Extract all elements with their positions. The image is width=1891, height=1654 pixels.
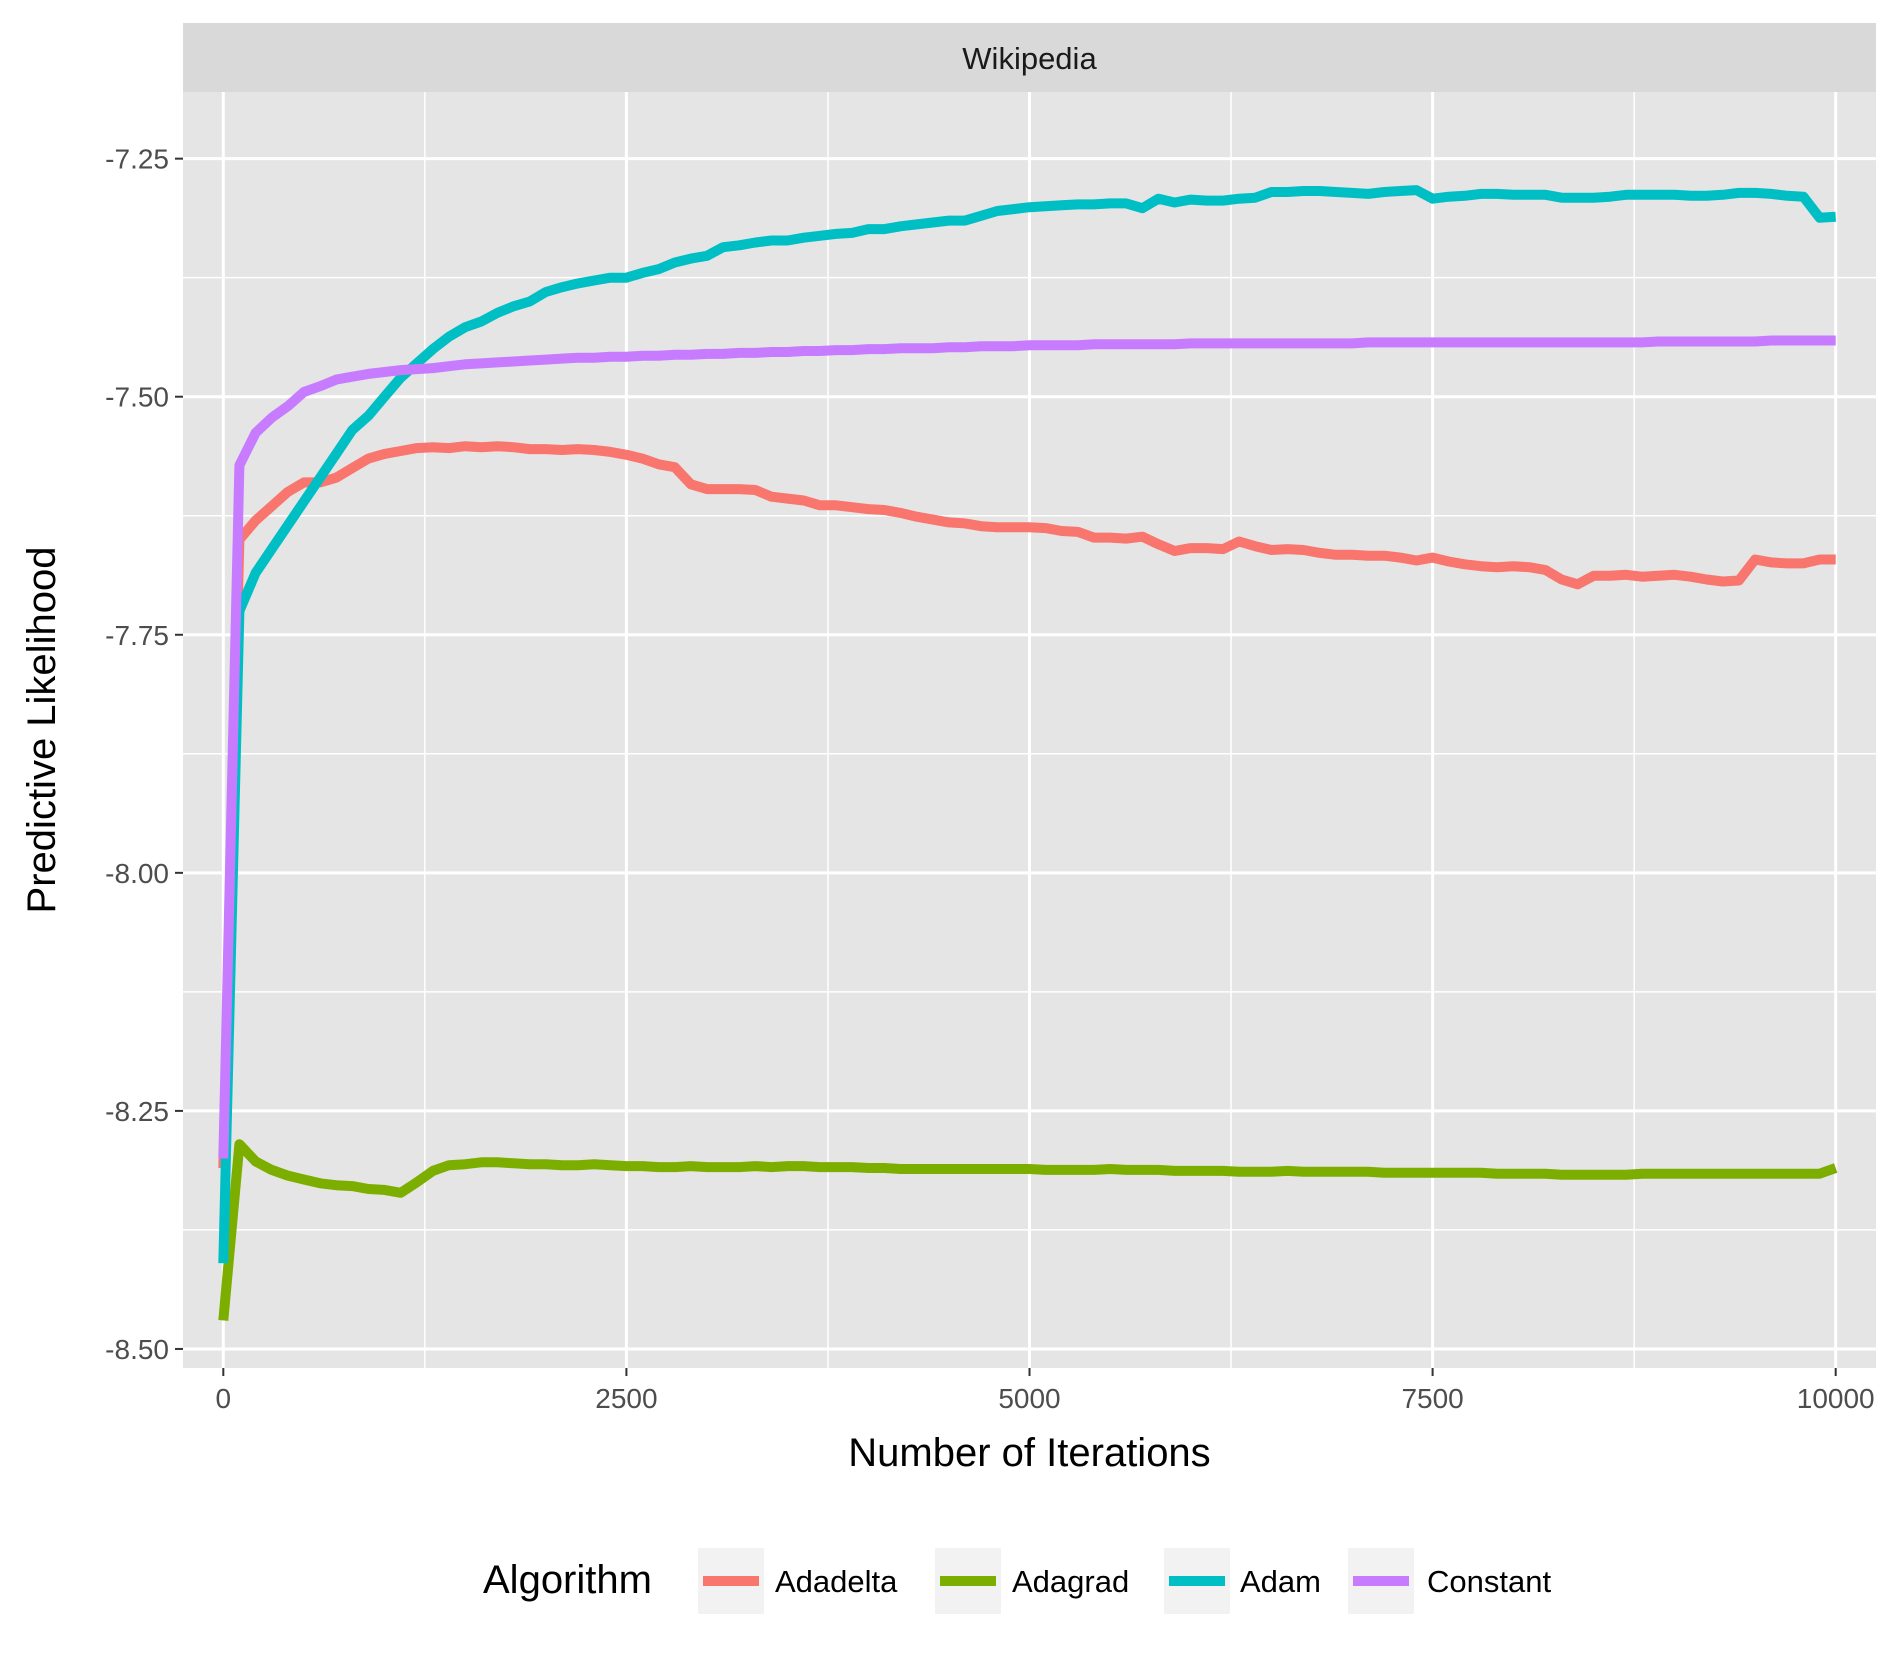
series-line-adam [218,185,1837,1264]
x-axis: 0 2500 5000 7500 10000 [216,1368,1875,1414]
legend-label-adadelta: Adadelta [775,1564,898,1599]
x-tick-label: 5000 [998,1383,1060,1414]
facet-strip-label: Wikipedia [962,41,1097,76]
y-tick-label: -8.00 [105,858,169,889]
major-gridlines [183,92,1876,1368]
series-line-constant [218,335,1836,1159]
series-line-adadelta [218,441,1836,1169]
x-axis-title: Number of Iterations [848,1431,1210,1475]
y-tick-label: -7.50 [105,382,169,413]
series-line-adagrad [218,1139,1838,1321]
facet-strip [183,23,1876,92]
y-tick-label: -8.25 [105,1096,169,1127]
y-axis-title: Predictive Likelihood [20,547,64,914]
legend: Algorithm Adadelta Adagrad Adam Constant [483,1548,1551,1614]
legend-label-adam: Adam [1240,1564,1321,1599]
x-tick-label: 10000 [1797,1383,1875,1414]
y-axis: -7.25 -7.50 -7.75 -8.00 -8.25 -8.50 [105,144,183,1365]
legend-label-constant: Constant [1427,1564,1551,1599]
x-tick-label: 7500 [1401,1383,1463,1414]
legend-label-adagrad: Adagrad [1012,1564,1129,1599]
x-tick-label: 2500 [595,1383,657,1414]
legend-title: Algorithm [483,1558,652,1602]
x-tick-label: 0 [216,1383,232,1414]
y-tick-label: -8.50 [105,1334,169,1365]
y-tick-label: -7.75 [105,620,169,651]
series-lines [218,185,1838,1321]
y-tick-label: -7.25 [105,144,169,175]
